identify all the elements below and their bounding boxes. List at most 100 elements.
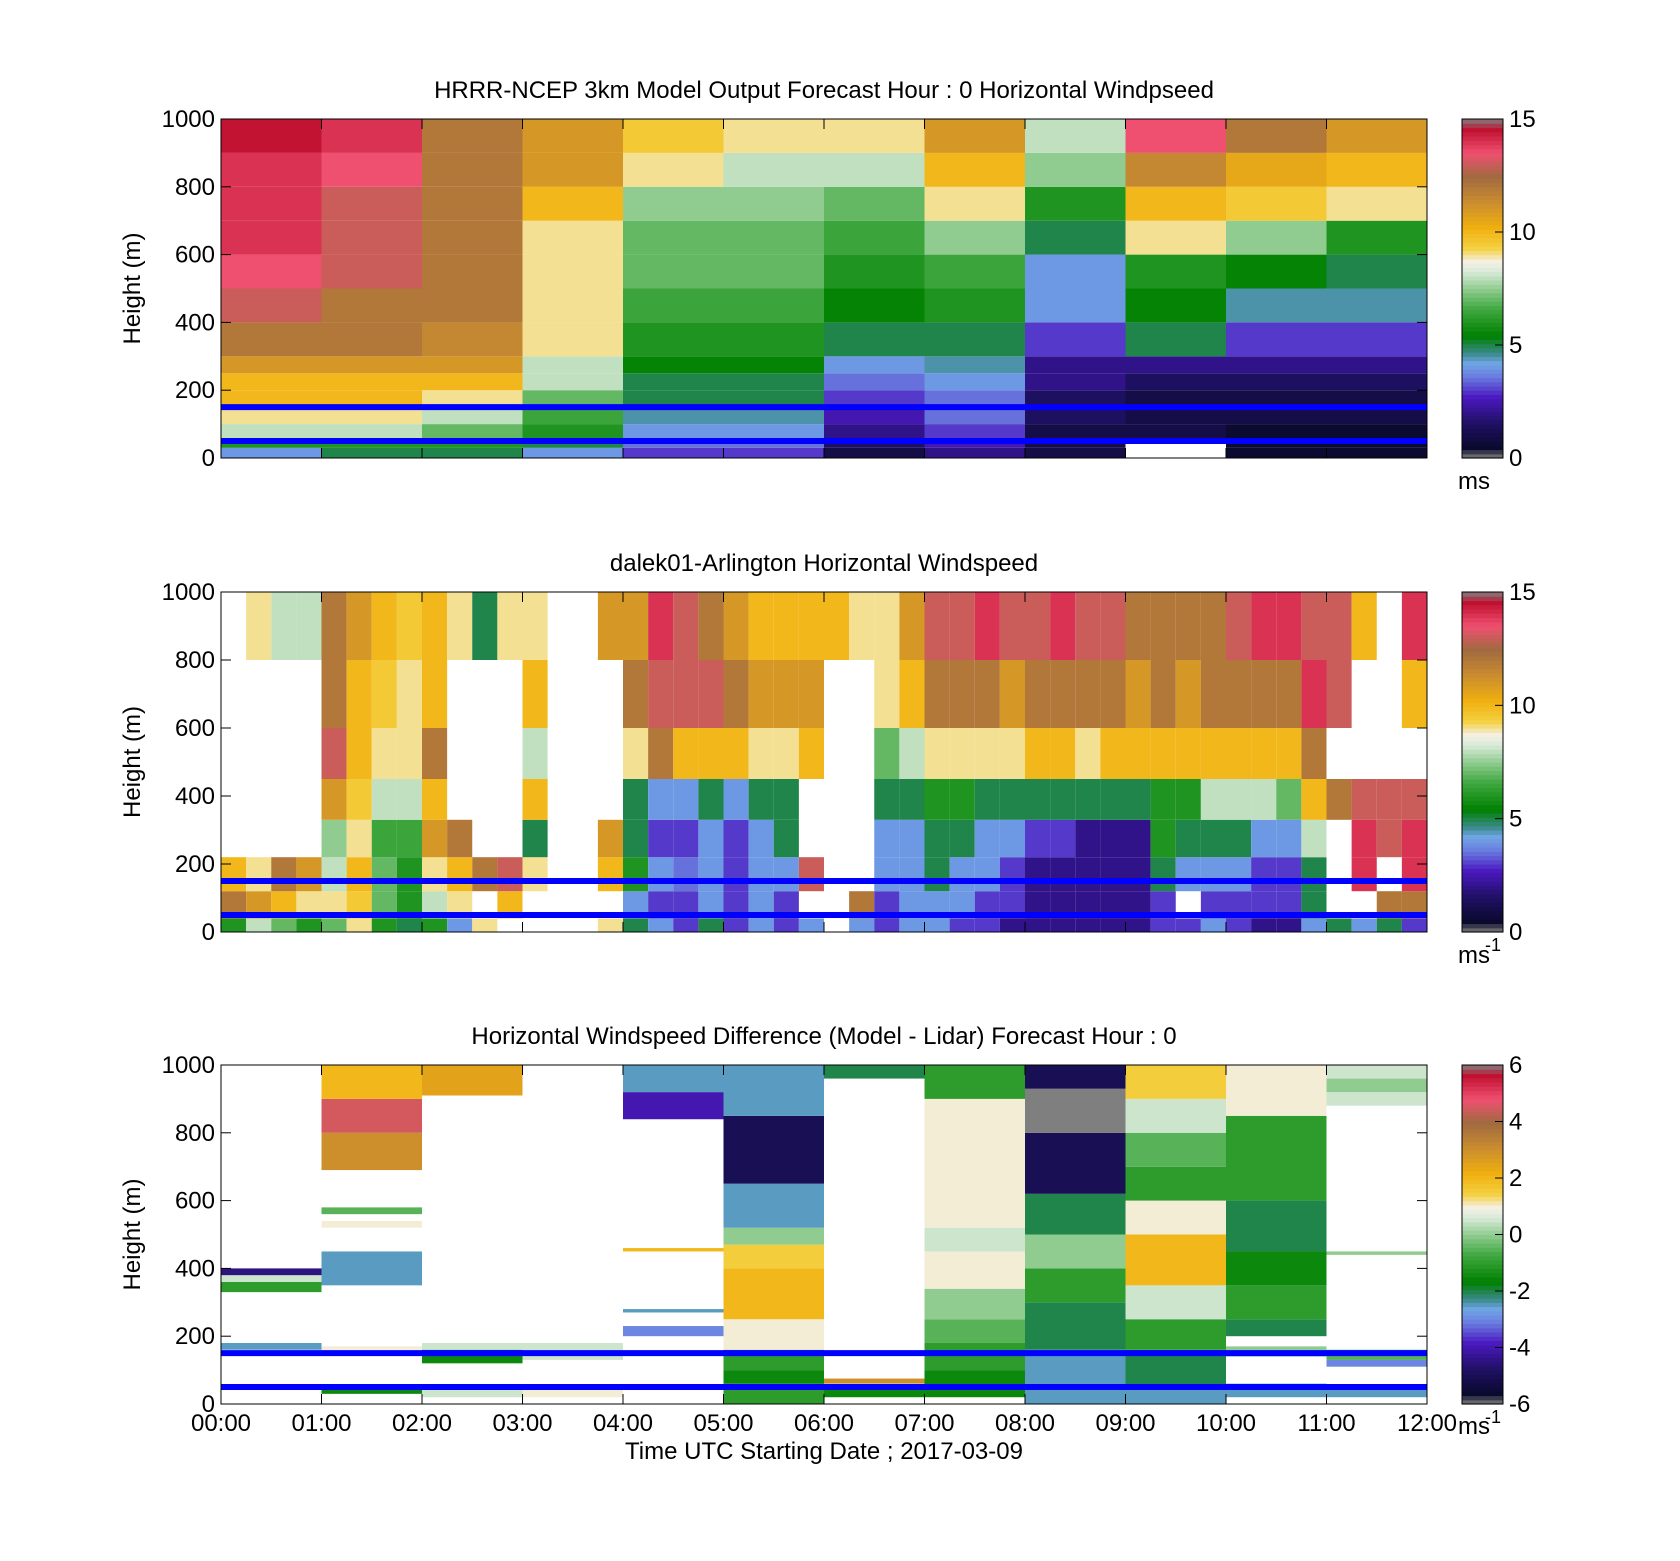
heatmap-cell <box>698 728 724 779</box>
heatmap-cell <box>1226 592 1252 660</box>
heatmap-cell <box>1351 918 1377 932</box>
heatmap-cell <box>1226 857 1252 892</box>
colorbar-swatch <box>1462 1344 1503 1350</box>
colorbar-swatch <box>1462 783 1503 789</box>
colorbar-unit: ms <box>1458 468 1490 495</box>
heatmap-cell <box>447 918 473 932</box>
heatmap-cell <box>723 356 824 374</box>
colorbar-swatch <box>1462 638 1503 644</box>
panel-2: dalek01-Arlington Horizontal Windspeed 0 2… <box>119 550 1536 969</box>
heatmap-cell <box>221 857 247 892</box>
heatmap-cell <box>422 1387 523 1398</box>
heatmap-cell <box>824 390 925 408</box>
heatmap-cell <box>1226 407 1327 425</box>
colorbar-swatch <box>1462 441 1503 446</box>
heatmap-cell <box>346 857 372 892</box>
colorbar-swatch <box>1462 893 1503 899</box>
heatmap-cell <box>623 1309 724 1313</box>
heatmap-cell <box>924 1342 1025 1371</box>
heatmap-cell <box>1075 779 1101 820</box>
heatmap-cell <box>874 918 900 932</box>
colorbar-swatch <box>1462 1361 1503 1367</box>
heatmap-cell <box>1025 819 1051 858</box>
colorbar-swatch <box>1462 1073 1503 1079</box>
heatmap-cell <box>1125 1200 1226 1235</box>
colorbar-swatch <box>1462 309 1503 315</box>
heatmap-cell <box>924 592 950 660</box>
heatmap-cell <box>1326 660 1352 728</box>
heatmap-cell <box>623 390 724 408</box>
colorbar-swatch <box>1462 817 1503 823</box>
heatmap-cell <box>924 424 1025 442</box>
heatmap-cell <box>999 660 1025 728</box>
heatmap-cell <box>723 152 824 187</box>
colorbar-swatch <box>1462 881 1503 886</box>
heatmap-cell <box>623 857 649 892</box>
heatmap-cell <box>999 918 1025 932</box>
colorbar-swatch <box>1462 428 1503 434</box>
heatmap-cell <box>723 447 824 458</box>
colorbar-swatch <box>1462 1374 1503 1380</box>
heatmap-cell <box>1301 728 1327 779</box>
heatmap-cell <box>221 254 322 289</box>
colorbar-swatch <box>1462 1128 1503 1134</box>
heatmap-cell <box>1226 356 1327 374</box>
heatmap-cell <box>1125 254 1226 289</box>
colorbar-swatch <box>1462 660 1503 665</box>
heatmap-cell <box>623 1065 724 1093</box>
heatmap-cell <box>773 779 799 820</box>
colorbar-swatch <box>1462 1162 1503 1168</box>
colorbar-swatch <box>1462 1310 1503 1316</box>
colorbar-swatch <box>1462 1187 1503 1193</box>
heatmap-cell <box>723 1319 824 1350</box>
colorbar-tick-label: -2 <box>1509 1278 1530 1305</box>
heatmap-cell <box>1251 857 1277 892</box>
colorbar-swatch <box>1462 322 1503 328</box>
heatmap-cell <box>974 779 1000 820</box>
colorbar-swatch <box>1462 787 1503 793</box>
heatmap-cell <box>422 220 523 255</box>
heatmap-cell <box>874 592 900 660</box>
heatmap-cell <box>1100 779 1126 820</box>
heatmap-cell <box>522 857 548 892</box>
heatmap-cell <box>422 373 523 391</box>
colorbar-swatch <box>1462 749 1503 755</box>
heatmap-cell <box>221 390 322 408</box>
heatmap-cell <box>1025 1268 1126 1303</box>
heatmap-cell <box>321 660 347 728</box>
colorbar-unit: ms <box>1458 1413 1490 1440</box>
colorbar-swatch <box>1462 326 1503 332</box>
colorbar-swatch <box>1462 1399 1503 1405</box>
heatmap-cell <box>899 728 925 779</box>
heatmap-cell <box>824 592 850 660</box>
heatmap-cell <box>1150 728 1176 779</box>
heatmap-cell <box>1125 390 1226 408</box>
colorbar-swatch <box>1462 203 1503 209</box>
heatmap-cell <box>924 1098 1025 1228</box>
heatmap-cell <box>221 918 247 932</box>
colorbar-swatch <box>1462 1170 1503 1176</box>
colorbar-swatch <box>1462 1302 1503 1308</box>
heatmap-cell <box>648 819 674 858</box>
colorbar-swatch <box>1462 254 1503 260</box>
colorbar-swatch <box>1462 1234 1503 1240</box>
heatmap-cell <box>1025 1302 1126 1350</box>
heatmap-cell <box>824 1387 925 1398</box>
colorbar-swatch <box>1462 119 1503 124</box>
colorbar-swatch <box>1462 1221 1503 1227</box>
colorbar-swatch <box>1462 719 1503 725</box>
colorbar-swatch <box>1462 1098 1503 1104</box>
heatmap-cell <box>447 592 473 660</box>
colorbar-swatch <box>1462 449 1503 455</box>
colorbar-swatch <box>1462 1200 1503 1206</box>
heatmap-cell <box>999 779 1025 820</box>
colorbar-swatch <box>1462 685 1503 691</box>
panel-title: Horizontal Windspeed Difference (Model -… <box>471 1023 1176 1050</box>
colorbar-swatch <box>1462 305 1503 311</box>
x-tick-label: 04:00 <box>593 1410 653 1437</box>
colorbar-swatch <box>1462 1285 1503 1291</box>
heatmap-cell <box>1200 918 1226 932</box>
x-tick-label: 06:00 <box>794 1410 854 1437</box>
colorbar-swatch <box>1462 876 1503 882</box>
heatmap-cell <box>924 186 1025 221</box>
